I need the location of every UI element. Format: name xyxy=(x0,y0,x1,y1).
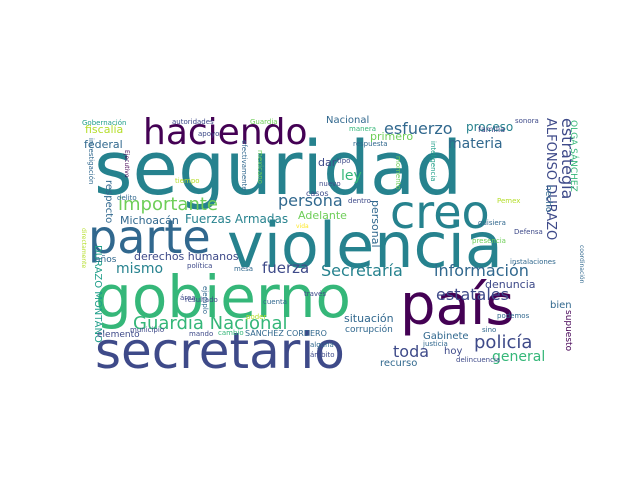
word-delito: delito xyxy=(117,194,137,202)
word-traves: través xyxy=(304,290,326,298)
word-alguna: alguna xyxy=(310,341,334,349)
word-estatales: estatales xyxy=(436,285,509,304)
word-sonora: sonora xyxy=(515,117,539,125)
word-directamente: directamente xyxy=(80,228,87,269)
word-alfonso-durazo: ALFONSO DURAZO xyxy=(543,118,558,240)
word-corrupcion: corrupción xyxy=(345,324,393,335)
word-vida: vida xyxy=(296,223,309,230)
word-gobernacion: Gobernación xyxy=(82,119,126,127)
word-recurso: recurso xyxy=(380,358,417,369)
word-tipo: tipo xyxy=(337,157,350,165)
word-justicia: justicia xyxy=(422,340,448,348)
word-fiscalia: fiscalía xyxy=(85,123,123,136)
word-estrategia: estrategia xyxy=(558,118,577,199)
word-parte: parte xyxy=(88,210,211,264)
word-municipio: municipio xyxy=(130,326,164,334)
word-fuerzas-armadas: Fuerzas Armadas xyxy=(185,212,288,226)
word-inteligencia: inteligencia xyxy=(429,141,437,182)
word-instalaciones: instalaciones xyxy=(510,258,556,266)
word-policia: policía xyxy=(474,332,532,353)
word-nuevo: nuevo xyxy=(319,180,341,188)
word-defensa: Defensa xyxy=(514,228,543,236)
word-primero: primero xyxy=(370,130,413,143)
word-seguridad: seguridad xyxy=(94,126,462,212)
word-investigacion: investigación xyxy=(87,138,95,184)
word-adelante: Adelante xyxy=(298,209,347,222)
word-proceso: proceso xyxy=(466,120,513,134)
word-olga-sanchez: OLGA SÁNCHEZ xyxy=(568,120,580,192)
word-dentro: dentro xyxy=(348,197,371,205)
word-resultado: resultado xyxy=(185,296,218,304)
word-mando: mando xyxy=(189,330,213,338)
word-pais: país xyxy=(400,273,515,338)
word-general: general xyxy=(492,349,545,365)
word-dar: dar xyxy=(318,156,337,169)
word-supuesto: supuesto xyxy=(563,310,573,352)
word-coordinacion: coordinación xyxy=(578,245,585,284)
word-ejemplo: ejemplo xyxy=(201,286,209,314)
word-nacional: Nacional xyxy=(326,115,369,126)
word-sino: sino xyxy=(482,326,496,334)
word-guardia-nacional: Guardia Nacional xyxy=(133,313,288,334)
word-durazo-montano: DURAZO MONTAÑO xyxy=(92,245,105,343)
word-creo: creo xyxy=(390,185,490,239)
word-ambito: ámbito xyxy=(310,351,335,359)
word-gabinete: Gabinete xyxy=(423,331,469,342)
word-hoy: hoy xyxy=(444,346,462,357)
word-situacion: situación xyxy=(344,312,394,325)
word-materia: materia xyxy=(448,136,503,152)
word-cambio: cambio xyxy=(218,329,244,337)
word-podemos: podemos xyxy=(497,312,530,320)
word-presencia: presencia xyxy=(472,237,506,245)
word-efectivamente: efectivamente xyxy=(240,140,248,191)
word-personal: personal xyxy=(369,200,382,248)
word-pemex: Pemex xyxy=(497,197,520,205)
word-familia: familia xyxy=(478,125,505,134)
word-haciendo: haciendo xyxy=(143,112,308,153)
word-guardia: Guardia xyxy=(250,118,278,126)
word-esfuerzo: esfuerzo xyxy=(384,119,453,138)
word-mismo: mismo xyxy=(116,261,163,277)
word-ley: ley xyxy=(341,168,362,184)
word-respecto: respecto xyxy=(103,180,114,223)
word-denuncia: denuncia xyxy=(485,278,536,291)
word-cuenta: cuenta xyxy=(263,298,287,306)
word-momento: momento xyxy=(394,156,402,190)
word-michoacan: Michoacán xyxy=(120,214,179,227)
word-casos: casos xyxy=(306,189,329,198)
word-gobierno: gobierno xyxy=(95,263,351,331)
word-fuerza: fuerza xyxy=(262,259,309,277)
word-tiempo: tiempo xyxy=(175,177,200,185)
word-elemento: elemento xyxy=(97,330,140,340)
word-derechos-humanos: derechos humanos xyxy=(134,250,239,263)
word-hecho: hecho xyxy=(543,185,553,213)
word-federal: federal xyxy=(84,138,123,151)
word-area: área xyxy=(180,294,196,302)
word-importante: importante xyxy=(118,194,218,215)
word-anos: años xyxy=(95,255,117,265)
word-apoyo: apoyo xyxy=(198,130,219,138)
word-informacion: información xyxy=(434,261,529,280)
word-violencia: violencia xyxy=(227,209,503,282)
word-persona: persona xyxy=(278,191,343,210)
word-respuesta: respuesta xyxy=(353,140,388,148)
word-bien: bien xyxy=(550,300,572,311)
word-sanchez-cordero: SÁNCHEZ CORDERO xyxy=(245,327,327,338)
word-manera: manera xyxy=(349,125,376,133)
word-secretaria: Secretaría xyxy=(321,261,403,280)
word-mexicano: mexicano xyxy=(256,150,264,184)
word-autoridades: autoridades xyxy=(172,118,214,126)
word-delincuencia: delincuencia xyxy=(456,356,500,364)
word-quisiera: quisiera xyxy=(478,219,506,227)
word-secretario: secretario xyxy=(95,322,345,380)
word-ejecutivo: Ejecutivo xyxy=(123,150,130,178)
word-mesa: mesa xyxy=(234,265,253,273)
word-toda: toda xyxy=(393,342,429,361)
word-politica: política xyxy=(187,262,212,270)
word-poder: poder xyxy=(246,313,266,321)
